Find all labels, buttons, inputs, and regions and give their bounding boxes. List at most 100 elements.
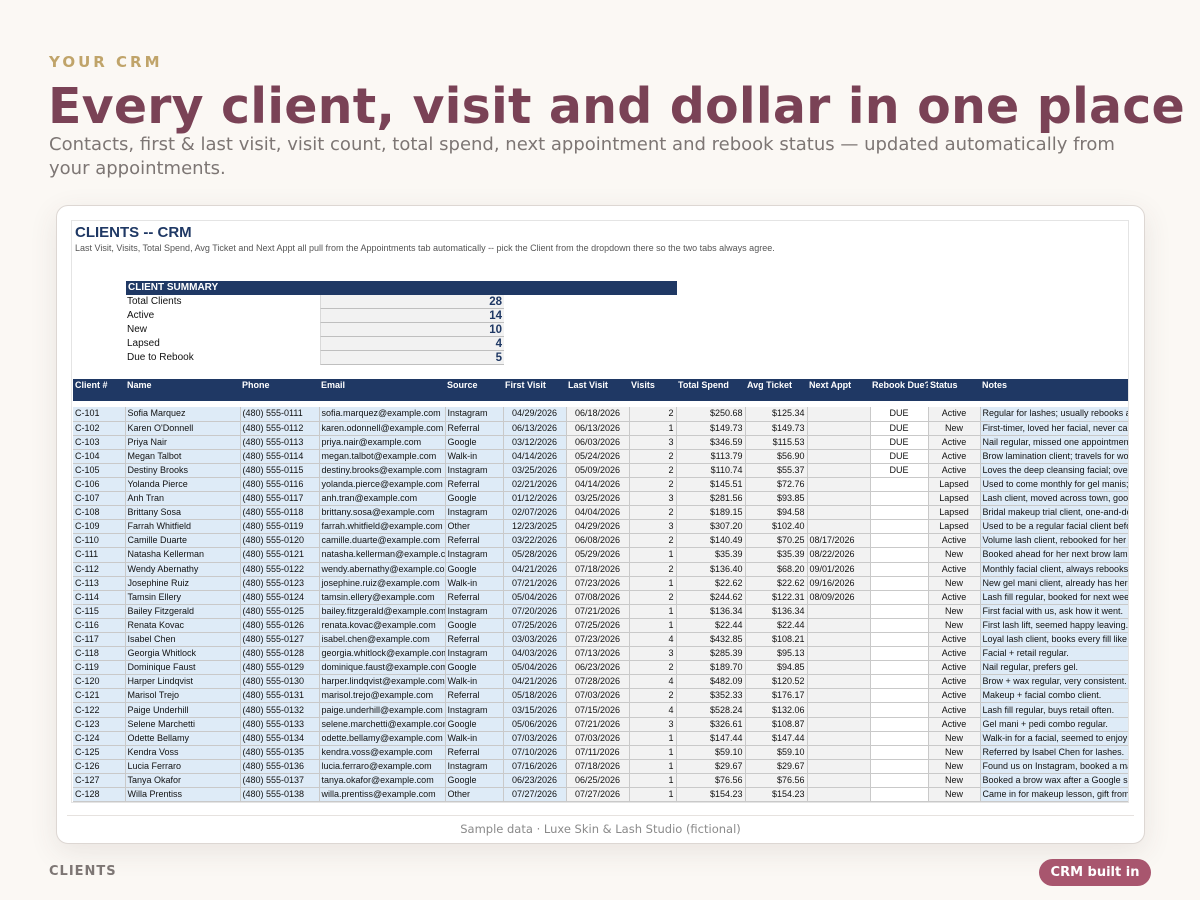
cell-email[interactable]: paige.underhill@example.com bbox=[319, 702, 446, 718]
cell-client[interactable]: C-123 bbox=[73, 717, 126, 732]
cell-avg-ticket[interactable]: $72.76 bbox=[745, 477, 808, 493]
cell-notes[interactable]: Used to be a regular facial client befo bbox=[980, 519, 1128, 535]
cell-phone[interactable]: (480) 555-0115 bbox=[240, 463, 320, 478]
cell-status[interactable]: Lapsed bbox=[928, 477, 981, 493]
cell-total-spend[interactable]: $22.44 bbox=[676, 618, 746, 634]
cell-client[interactable]: C-111 bbox=[73, 547, 126, 563]
cell-email[interactable]: tanya.okafor@example.com bbox=[319, 773, 446, 789]
cell-last-visit[interactable]: 07/03/2026 bbox=[566, 731, 630, 746]
cell-avg-ticket[interactable]: $147.44 bbox=[745, 731, 808, 746]
cell-notes[interactable]: Brow + wax regular, very consistent. bbox=[980, 674, 1128, 690]
column-header-avg-ticket[interactable]: Avg Ticket bbox=[745, 379, 807, 401]
cell-first-visit[interactable]: 04/21/2026 bbox=[503, 674, 567, 690]
cell-source[interactable]: Referral bbox=[445, 688, 504, 704]
cell-notes[interactable]: Monthly facial client, always rebooks bbox=[980, 562, 1128, 577]
cell-client[interactable]: C-108 bbox=[73, 505, 126, 521]
cell-notes[interactable]: Found us on Instagram, booked a man bbox=[980, 759, 1128, 774]
cell-next-appt[interactable] bbox=[807, 773, 871, 789]
cell-phone[interactable]: (480) 555-0133 bbox=[240, 717, 320, 732]
cell-client[interactable]: C-118 bbox=[73, 646, 126, 662]
cell-rebook-due[interactable] bbox=[870, 604, 929, 619]
cell-email[interactable]: selene.marchetti@example.com bbox=[319, 717, 446, 732]
column-header-last-visit[interactable]: Last Visit bbox=[566, 379, 629, 401]
cell-client[interactable]: C-105 bbox=[73, 463, 126, 478]
cell-first-visit[interactable]: 06/23/2026 bbox=[503, 773, 567, 789]
cell-notes[interactable]: Booked a brow wax after a Google sea bbox=[980, 773, 1128, 789]
cell-source[interactable]: Instagram bbox=[445, 407, 504, 422]
cell-visits[interactable]: 4 bbox=[629, 702, 677, 718]
cell-notes[interactable]: Regular for lashes; usually rebooks at bbox=[980, 407, 1128, 422]
cell-avg-ticket[interactable]: $136.34 bbox=[745, 604, 808, 619]
cell-client[interactable]: C-106 bbox=[73, 477, 126, 493]
cell-rebook-due[interactable] bbox=[870, 505, 929, 521]
cell-phone[interactable]: (480) 555-0127 bbox=[240, 632, 320, 648]
cell-source[interactable]: Referral bbox=[445, 632, 504, 648]
cell-first-visit[interactable]: 06/13/2026 bbox=[503, 421, 567, 436]
cell-client[interactable]: C-104 bbox=[73, 449, 126, 464]
cell-client[interactable]: C-107 bbox=[73, 491, 126, 507]
cell-visits[interactable]: 2 bbox=[629, 505, 677, 521]
cell-phone[interactable]: (480) 555-0131 bbox=[240, 688, 320, 704]
cell-visits[interactable]: 2 bbox=[629, 590, 677, 605]
cell-name[interactable]: Dominique Faust bbox=[125, 660, 241, 676]
cell-name[interactable]: Georgia Whitlock bbox=[125, 646, 241, 662]
cell-visits[interactable]: 3 bbox=[629, 435, 677, 450]
cell-visits[interactable]: 2 bbox=[629, 533, 677, 549]
cell-status[interactable]: Active bbox=[928, 562, 981, 577]
cell-avg-ticket[interactable]: $22.62 bbox=[745, 576, 808, 591]
cell-source[interactable]: Instagram bbox=[445, 547, 504, 563]
cell-avg-ticket[interactable]: $93.85 bbox=[745, 491, 808, 507]
cell-visits[interactable]: 2 bbox=[629, 477, 677, 493]
cell-notes[interactable]: Loves the deep cleansing facial; overdu bbox=[980, 463, 1128, 478]
cell-total-spend[interactable]: $154.23 bbox=[676, 787, 746, 802]
cell-next-appt[interactable] bbox=[807, 618, 871, 634]
cell-name[interactable]: Brittany Sosa bbox=[125, 505, 241, 521]
cell-first-visit[interactable]: 03/12/2026 bbox=[503, 435, 567, 450]
cell-first-visit[interactable]: 05/04/2026 bbox=[503, 590, 567, 605]
cell-last-visit[interactable]: 07/23/2026 bbox=[566, 576, 630, 591]
cell-notes[interactable]: Used to come monthly for gel manis; ha bbox=[980, 477, 1128, 493]
cell-phone[interactable]: (480) 555-0111 bbox=[240, 407, 320, 422]
column-header-status[interactable]: Status bbox=[928, 379, 980, 401]
cell-last-visit[interactable]: 06/23/2026 bbox=[566, 660, 630, 676]
cell-rebook-due[interactable] bbox=[870, 731, 929, 746]
cell-phone[interactable]: (480) 555-0129 bbox=[240, 660, 320, 676]
cell-avg-ticket[interactable]: $132.06 bbox=[745, 702, 808, 718]
cell-last-visit[interactable]: 03/25/2026 bbox=[566, 491, 630, 507]
cell-avg-ticket[interactable]: $154.23 bbox=[745, 787, 808, 802]
cell-name[interactable]: Anh Tran bbox=[125, 491, 241, 507]
column-header-total-spend[interactable]: Total Spend bbox=[676, 379, 745, 401]
cell-email[interactable]: brittany.sosa@example.com bbox=[319, 505, 446, 521]
cell-email[interactable]: willa.prentiss@example.com bbox=[319, 787, 446, 802]
cell-rebook-due[interactable] bbox=[870, 745, 929, 760]
cell-client[interactable]: C-110 bbox=[73, 533, 126, 549]
cell-total-spend[interactable]: $76.56 bbox=[676, 773, 746, 789]
cell-phone[interactable]: (480) 555-0114 bbox=[240, 449, 320, 464]
cell-email[interactable]: kendra.voss@example.com bbox=[319, 745, 446, 760]
cell-email[interactable]: dominique.faust@example.com bbox=[319, 660, 446, 676]
cell-last-visit[interactable]: 07/21/2026 bbox=[566, 604, 630, 619]
cell-visits[interactable]: 1 bbox=[629, 731, 677, 746]
cell-source[interactable]: Google bbox=[445, 491, 504, 507]
cell-status[interactable]: New bbox=[928, 731, 981, 746]
cell-source[interactable]: Google bbox=[445, 773, 504, 789]
cell-next-appt[interactable]: 09/16/2026 bbox=[807, 576, 871, 591]
cell-email[interactable]: natasha.kellerman@example.co bbox=[319, 547, 446, 563]
column-header-visits[interactable]: Visits bbox=[629, 379, 676, 401]
cell-first-visit[interactable]: 04/14/2026 bbox=[503, 449, 567, 464]
cell-source[interactable]: Referral bbox=[445, 477, 504, 493]
cell-source[interactable]: Walk-in bbox=[445, 674, 504, 690]
cell-rebook-due[interactable] bbox=[870, 759, 929, 774]
cell-notes[interactable]: Lash fill regular, buys retail often. bbox=[980, 702, 1128, 718]
cell-next-appt[interactable] bbox=[807, 787, 871, 802]
cell-phone[interactable]: (480) 555-0126 bbox=[240, 618, 320, 634]
cell-notes[interactable]: Loyal lash client, books every fill like… bbox=[980, 632, 1128, 648]
cell-next-appt[interactable] bbox=[807, 731, 871, 746]
cell-phone[interactable]: (480) 555-0138 bbox=[240, 787, 320, 802]
cell-email[interactable]: farrah.whitfield@example.com bbox=[319, 519, 446, 535]
cell-first-visit[interactable]: 05/06/2026 bbox=[503, 717, 567, 732]
cell-status[interactable]: Active bbox=[928, 632, 981, 648]
cell-client[interactable]: C-101 bbox=[73, 407, 126, 422]
cell-avg-ticket[interactable]: $22.44 bbox=[745, 618, 808, 634]
cell-next-appt[interactable] bbox=[807, 660, 871, 676]
